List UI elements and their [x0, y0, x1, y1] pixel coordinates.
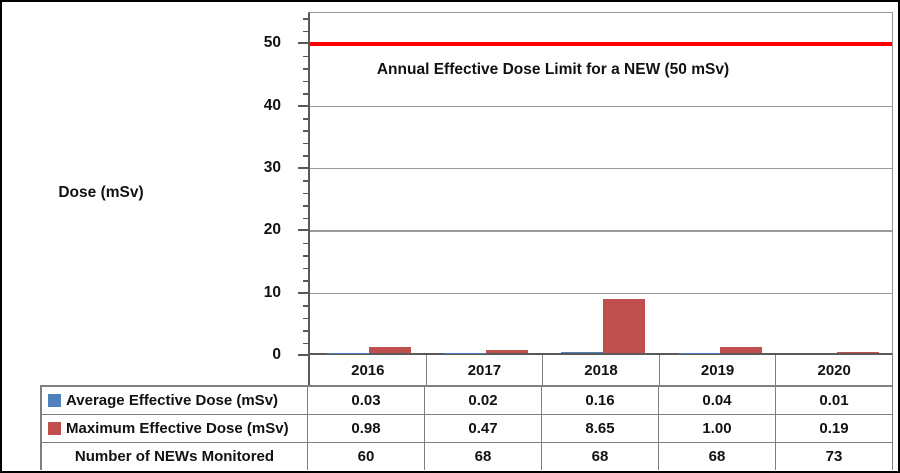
bar-maximum-2016 [368, 346, 411, 353]
y-minor-tick-46 [303, 68, 308, 70]
legend-marker-icon [48, 422, 61, 435]
year-cell-2016: 2016 [310, 355, 427, 385]
y-axis-label-40: 40 [263, 96, 281, 114]
year-cell-2017: 2017 [427, 355, 544, 385]
value-cell: 8.65 [542, 415, 659, 442]
y-minor-tick-32 [303, 155, 308, 157]
y-axis-label-50: 50 [263, 34, 281, 52]
y-minor-tick-14 [303, 267, 308, 270]
value-cell: 0.98 [308, 415, 425, 442]
y-minor-tick-2 [303, 342, 308, 345]
x-axis-category-row: 2016 2017 2018 2019 2020 [308, 355, 893, 385]
y-major-tick-50 [298, 42, 308, 45]
bar-average-2018 [560, 352, 603, 353]
value-cell: 68 [659, 443, 776, 470]
y-major-tick-0 [298, 354, 308, 356]
y-minor-tick-28 [303, 180, 308, 182]
y-minor-tick-18 [303, 242, 308, 245]
bar-maximum-2017 [485, 350, 528, 353]
row-label: Maximum Effective Dose (mSv) [66, 420, 289, 437]
y-axis-title: Dose (mSv) [58, 184, 144, 201]
value-cell: 0.02 [425, 387, 542, 414]
gridline-40 [310, 105, 892, 108]
y-minor-tick-6 [303, 317, 308, 320]
gridline-10 [310, 292, 892, 295]
year-cell-2019: 2019 [660, 355, 777, 385]
gridline-30 [310, 167, 892, 170]
value-cell: 68 [542, 443, 659, 470]
y-minor-tick-12 [303, 280, 308, 282]
value-cell: 0.16 [542, 387, 659, 414]
value-cell: 0.04 [659, 387, 776, 414]
row-label-cell: Maximum Effective Dose (mSv) [40, 415, 308, 442]
y-minor-tick-44 [303, 80, 308, 83]
y-axis-label-20: 20 [263, 221, 281, 239]
y-minor-tick-52 [303, 30, 308, 33]
row-label: Average Effective Dose (mSv) [66, 392, 279, 409]
y-minor-tick-34 [303, 142, 308, 145]
value-cell: 0.03 [308, 387, 425, 414]
y-minor-tick-42 [303, 93, 308, 95]
y-minor-tick-22 [303, 217, 308, 220]
legend-marker-icon [48, 394, 61, 407]
year-cell-2018: 2018 [543, 355, 660, 385]
y-minor-tick-36 [303, 130, 308, 132]
bar-maximum-2020 [836, 351, 879, 353]
row-label: Number of NEWs Monitored [74, 448, 275, 465]
value-cell: 0.47 [425, 415, 542, 442]
y-major-tick-40 [298, 104, 308, 107]
y-major-tick-10 [298, 291, 308, 294]
data-table: Average Effective Dose (mSv) 0.03 0.02 0.16… [40, 385, 893, 470]
y-minor-tick-48 [303, 55, 308, 58]
value-cell: 1.00 [659, 415, 776, 442]
value-cell: 68 [425, 443, 542, 470]
y-axis-label-0: 0 [272, 346, 281, 363]
value-cell: 60 [308, 443, 425, 470]
year-cell-2020: 2020 [776, 355, 893, 385]
value-cell: 0.01 [776, 387, 893, 414]
y-axis-label-30: 30 [263, 158, 281, 176]
y-minor-tick-54 [303, 18, 308, 20]
gridline-20 [310, 230, 892, 232]
dose-limit-label: Annual Effective Dose Limit for a NEW (5… [376, 61, 730, 78]
y-minor-tick-16 [303, 255, 308, 257]
y-minor-tick-4 [303, 330, 308, 332]
y-minor-tick-24 [303, 205, 308, 207]
y-minor-tick-26 [303, 192, 308, 195]
y-minor-tick-8 [303, 305, 308, 307]
table-row: Average Effective Dose (mSv) 0.03 0.02 0.16… [40, 387, 893, 415]
plot-area: Annual Effective Dose Limit for a NEW (5… [308, 12, 893, 355]
row-label-cell: Average Effective Dose (mSv) [40, 387, 308, 414]
y-axis-label-10: 10 [263, 283, 281, 301]
value-cell: 0.19 [776, 415, 893, 442]
table-row: Maximum Effective Dose (mSv) 0.98 0.47 8.65… [40, 415, 893, 443]
row-label-cell: Number of NEWs Monitored [40, 443, 308, 470]
dose-limit-line [310, 42, 892, 47]
y-minor-tick-38 [303, 118, 308, 120]
bar-maximum-2019 [719, 346, 762, 353]
table-row: Number of NEWs Monitored 60 68 68 68 73 [40, 443, 893, 470]
value-cell: 73 [776, 443, 893, 470]
bar-maximum-2018 [602, 299, 645, 353]
y-major-tick-20 [298, 229, 308, 232]
y-major-tick-30 [298, 166, 308, 169]
